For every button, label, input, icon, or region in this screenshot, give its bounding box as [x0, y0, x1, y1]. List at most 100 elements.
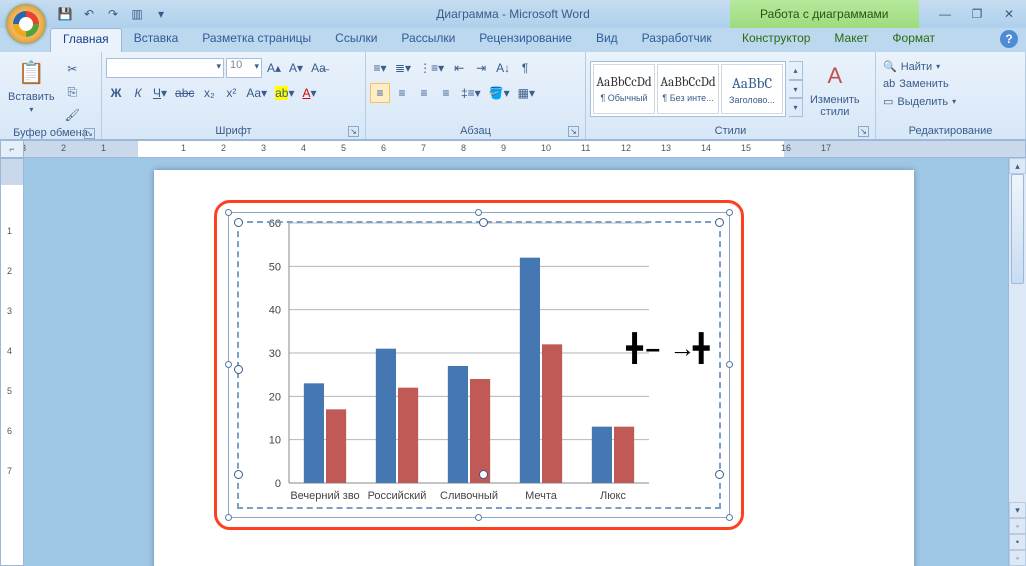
multilevel-button[interactable]: ⋮≡▾ [416, 58, 447, 78]
plot-handle-n[interactable] [479, 218, 488, 227]
document-area: 1234567 [0, 158, 1026, 566]
change-styles-button[interactable]: A Изменить стили [806, 58, 864, 120]
cut-icon[interactable]: ✂ [62, 59, 83, 79]
subscript-button[interactable]: x₂ [199, 83, 219, 103]
redo-icon[interactable]: ↷ [104, 5, 122, 23]
plot-handle-w[interactable] [234, 365, 243, 374]
copy-icon[interactable]: ⎘ [62, 82, 83, 102]
style-heading1[interactable]: AaBbCЗаголово... [721, 64, 783, 114]
replace-button[interactable]: abЗаменить [880, 77, 959, 91]
browse-object[interactable]: • [1009, 534, 1026, 550]
plot-handle-ne[interactable] [715, 218, 724, 227]
vertical-ruler[interactable]: 1234567 [0, 158, 24, 566]
plot-handle-se[interactable] [715, 470, 724, 479]
bold-button[interactable]: Ж [106, 83, 126, 103]
prev-page[interactable]: ◦ [1009, 518, 1026, 534]
font-family-combo[interactable] [106, 58, 224, 78]
resize-handle-n[interactable] [475, 209, 482, 216]
sort-button[interactable]: A↓ [493, 58, 513, 78]
scroll-thumb[interactable] [1011, 174, 1024, 284]
gallery-scroll[interactable]: ▴▾▾ [789, 61, 803, 117]
plot-area-selection[interactable] [237, 221, 721, 509]
restore-button[interactable]: ❐ [968, 5, 986, 23]
minimize-button[interactable]: — [936, 5, 954, 23]
tab-developer[interactable]: Разработчик [630, 28, 724, 52]
justify-button[interactable]: ≡ [436, 83, 456, 103]
italic-button[interactable]: К [128, 83, 148, 103]
align-left-button[interactable]: ≡ [370, 83, 390, 103]
clear-formatting-icon[interactable]: Aa̶ [308, 58, 329, 78]
change-case-button[interactable]: Aa▾ [243, 83, 270, 103]
borders-button[interactable]: ▦▾ [515, 83, 538, 103]
resize-handle-sw[interactable] [225, 514, 232, 521]
plot-handle-sw[interactable] [234, 470, 243, 479]
clipboard-dialog[interactable]: ↘ [84, 128, 95, 139]
close-button[interactable]: ✕ [1000, 5, 1018, 23]
line-spacing-button[interactable]: ‡≡▾ [458, 83, 484, 103]
group-font: 10 A▴ A▾ Aa̶ Ж К Ч▾ abc x₂ x² Aa▾ ab▾ A▾… [102, 52, 366, 139]
resize-handle-nw[interactable] [225, 209, 232, 216]
paste-icon: 📋 [15, 57, 47, 89]
numbering-button[interactable]: ≣▾ [392, 58, 414, 78]
plot-handle-nw[interactable] [234, 218, 243, 227]
superscript-button[interactable]: x² [221, 83, 241, 103]
styles-gallery[interactable]: AaBbCcDd¶ Обычный AaBbCcDd¶ Без инте... … [590, 61, 786, 117]
format-painter-icon[interactable]: 🖌 [62, 105, 83, 125]
save-icon[interactable]: 💾 [56, 5, 74, 23]
office-button[interactable] [6, 4, 46, 44]
font-size-combo[interactable]: 10 [226, 58, 262, 78]
tab-review[interactable]: Рецензирование [467, 28, 584, 52]
shrink-font-icon[interactable]: A▾ [286, 58, 306, 78]
align-right-button[interactable]: ≡ [414, 83, 434, 103]
tab-page-layout[interactable]: Разметка страницы [190, 28, 323, 52]
align-center-button[interactable]: ≡ [392, 83, 412, 103]
shading-button[interactable]: 🪣▾ [486, 83, 513, 103]
tab-references[interactable]: Ссылки [323, 28, 389, 52]
tab-home[interactable]: Главная [50, 28, 122, 52]
style-normal[interactable]: AaBbCcDd¶ Обычный [593, 64, 655, 114]
vertical-scrollbar[interactable]: ▴ ▾ ◦ • ◦ [1008, 158, 1026, 566]
decrease-indent[interactable]: ⇤ [449, 58, 469, 78]
resize-handle-e[interactable] [726, 361, 733, 368]
grow-font-icon[interactable]: A▴ [264, 58, 284, 78]
undo-icon[interactable]: ↶ [80, 5, 98, 23]
strike-button[interactable]: abc [172, 83, 197, 103]
bullets-button[interactable]: ≡▾ [370, 58, 390, 78]
ruler-corner[interactable]: ⌐ [0, 140, 24, 158]
contextual-tab-title: Работа с диаграммами [730, 0, 919, 28]
style-no-spacing[interactable]: AaBbCcDd¶ Без инте... [657, 64, 719, 114]
tab-chart-format[interactable]: Формат [880, 28, 947, 48]
scroll-track[interactable] [1009, 174, 1026, 502]
increase-indent[interactable]: ⇥ [471, 58, 491, 78]
select-button[interactable]: ▭Выделить▾ [880, 94, 959, 109]
scroll-down[interactable]: ▾ [1009, 502, 1026, 518]
tab-insert[interactable]: Вставка [122, 28, 191, 52]
replace-icon: ab [883, 78, 895, 90]
tab-view[interactable]: Вид [584, 28, 630, 52]
resize-handle-se[interactable] [726, 514, 733, 521]
font-color-button[interactable]: A▾ [299, 83, 319, 103]
font-dialog[interactable]: ↘ [348, 126, 359, 137]
underline-button[interactable]: Ч▾ [150, 83, 170, 103]
highlight-button[interactable]: ab▾ [272, 83, 297, 103]
resize-handle-s[interactable] [475, 514, 482, 521]
find-button[interactable]: 🔍Найти▾ [880, 59, 959, 74]
horizontal-ruler[interactable]: 3211234567891011121314151617 [24, 140, 1026, 158]
show-marks-button[interactable]: ¶ [515, 58, 535, 78]
print-icon[interactable]: ▥ [128, 5, 146, 23]
qat-more-icon[interactable]: ▾ [152, 5, 170, 23]
tab-chart-design[interactable]: Конструктор [730, 28, 822, 48]
chart-object[interactable]: 0102030405060Вечерний звоРоссийскийСливо… [228, 212, 730, 518]
tab-mailings[interactable]: Рассылки [389, 28, 467, 52]
plot-handle-s[interactable] [479, 470, 488, 479]
document-viewport[interactable]: 0102030405060Вечерний звоРоссийскийСливо… [24, 158, 1008, 566]
help-button[interactable]: ? [1000, 30, 1018, 48]
styles-dialog[interactable]: ↘ [858, 126, 869, 137]
resize-handle-w[interactable] [225, 361, 232, 368]
paragraph-dialog[interactable]: ↘ [568, 126, 579, 137]
next-page[interactable]: ◦ [1009, 550, 1026, 566]
tab-chart-layout[interactable]: Макет [822, 28, 880, 48]
paste-button[interactable]: 📋 Вставить ▾ [4, 55, 59, 116]
resize-handle-ne[interactable] [726, 209, 733, 216]
scroll-up[interactable]: ▴ [1009, 158, 1026, 174]
